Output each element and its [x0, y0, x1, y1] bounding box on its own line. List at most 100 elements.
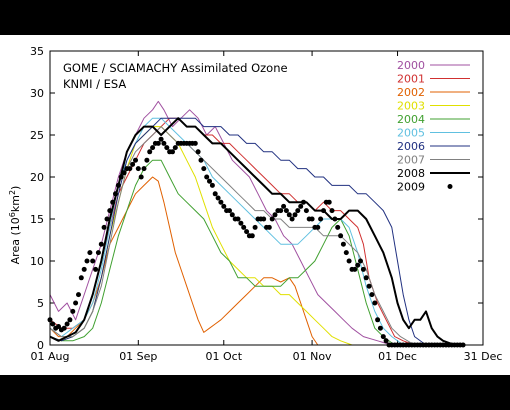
point-2009-88	[298, 203, 304, 209]
point-2009-118	[383, 338, 389, 344]
point-2009-90	[303, 208, 309, 214]
point-2009-94	[315, 224, 321, 230]
point-2009-40	[161, 140, 167, 146]
point-2009-25	[118, 174, 124, 180]
point-2009-24	[115, 182, 121, 188]
tick-labels: 0 5 10 15 20 25 30 35 01 Aug 01 Sep 01 Oct 01 Nov 01…	[30, 45, 502, 363]
point-2009-30	[133, 157, 138, 163]
point-2009-111	[363, 275, 369, 281]
point-2009-83	[283, 208, 289, 214]
point-2009-26	[121, 170, 127, 176]
point-2009-36	[150, 145, 156, 151]
point-2009-78	[269, 216, 275, 222]
point-2009-14	[87, 250, 93, 256]
point-2009-67	[238, 220, 244, 226]
y-tick-label-4: 20	[30, 171, 44, 184]
legend-label-2003: 2003	[397, 100, 425, 113]
point-2009-113	[369, 292, 375, 298]
point-2009-28	[127, 166, 133, 172]
point-2009-102	[338, 233, 344, 239]
y-tick-label-0: 0	[37, 339, 44, 352]
point-2009-96	[321, 208, 326, 214]
y-tick-label-2: 10	[30, 255, 44, 268]
point-2009-63	[227, 208, 232, 214]
point-2009-72	[252, 224, 258, 230]
point-2009-82	[281, 203, 287, 209]
chart-panel: 0 5 10 15 20 25 30 35 01 Aug 01 Sep 01 Oct 01 Nov 01…	[0, 35, 510, 375]
point-2009-103	[340, 241, 346, 247]
point-2009-114	[372, 300, 378, 306]
point-2009-22	[110, 199, 116, 205]
x-tick-label-4: 01 Dec	[378, 350, 417, 363]
point-2009-53	[198, 157, 204, 163]
point-2009-95	[318, 216, 324, 222]
point-2009-17	[95, 250, 101, 256]
legend-label-2007: 2007	[397, 154, 425, 167]
x-tick-label-5: 31 Dec	[464, 350, 503, 363]
point-2009-10	[76, 292, 81, 298]
point-2009-3	[56, 324, 61, 329]
series-layer	[47, 100, 466, 348]
point-2009-75	[261, 216, 267, 222]
point-2009-41	[164, 145, 170, 151]
point-2009-8	[70, 308, 76, 314]
point-2009-98	[326, 199, 332, 205]
point-2009-108	[355, 262, 361, 268]
point-2009-110	[360, 266, 366, 272]
point-2009-77	[266, 224, 272, 230]
point-2009-16	[93, 266, 99, 272]
point-2009-56	[207, 178, 212, 184]
point-2009-31	[135, 166, 141, 172]
legend-label-2009: 2009	[397, 181, 425, 194]
y-tick-label-7: 35	[30, 45, 44, 58]
point-2009-92	[309, 216, 315, 222]
series-line-2000	[49, 100, 392, 346]
point-2009-5	[61, 325, 67, 331]
plot-frame	[49, 50, 484, 346]
point-2009-100	[332, 216, 338, 222]
point-2009-1	[50, 321, 56, 327]
point-2009-115	[375, 317, 381, 323]
series-line-2008	[49, 117, 455, 346]
legend-label-2008: 2008	[397, 167, 425, 180]
point-2009-57	[209, 182, 215, 188]
point-2009-59	[215, 195, 221, 201]
point-2009-58	[212, 191, 218, 197]
point-2009-15	[90, 258, 96, 264]
legend-label-2004: 2004	[397, 113, 425, 126]
point-2009-101	[335, 224, 341, 230]
point-2009-61	[221, 203, 227, 209]
point-2009-38	[155, 140, 161, 146]
point-2009-51	[192, 140, 198, 146]
y-tick-label-5: 25	[30, 129, 44, 142]
point-2009-9	[73, 300, 79, 306]
point-2009-13	[84, 258, 90, 264]
x-tick-label-1: 01 Sep	[119, 350, 157, 363]
point-2009-84	[286, 212, 292, 218]
point-2009-116	[377, 325, 383, 331]
point-2009-29	[130, 161, 136, 167]
legend-label-2001: 2001	[397, 73, 425, 86]
point-2009-23	[113, 191, 118, 197]
point-2009-21	[107, 208, 113, 214]
x-tick-label-2: 01 Oct	[206, 350, 243, 363]
point-2009-19	[101, 224, 107, 230]
point-2009-71	[249, 233, 255, 239]
point-2009-104	[343, 250, 349, 256]
y-tick-label-3: 15	[30, 213, 44, 226]
point-2009-105	[346, 258, 352, 264]
point-2009-44	[172, 145, 178, 151]
point-2009-64	[229, 212, 235, 218]
point-2009-39	[158, 136, 164, 142]
point-2009-81	[278, 208, 284, 214]
point-2009-7	[67, 317, 73, 323]
legend-label-2000: 2000	[397, 59, 425, 72]
point-2009-85	[289, 216, 295, 222]
point-2009-43	[170, 149, 175, 155]
series-line-2005	[49, 117, 404, 346]
point-2009-87	[295, 208, 301, 214]
x-tick-label-0: 01 Aug	[31, 350, 70, 363]
point-2009-20	[104, 216, 110, 222]
point-2009-12	[81, 266, 87, 272]
